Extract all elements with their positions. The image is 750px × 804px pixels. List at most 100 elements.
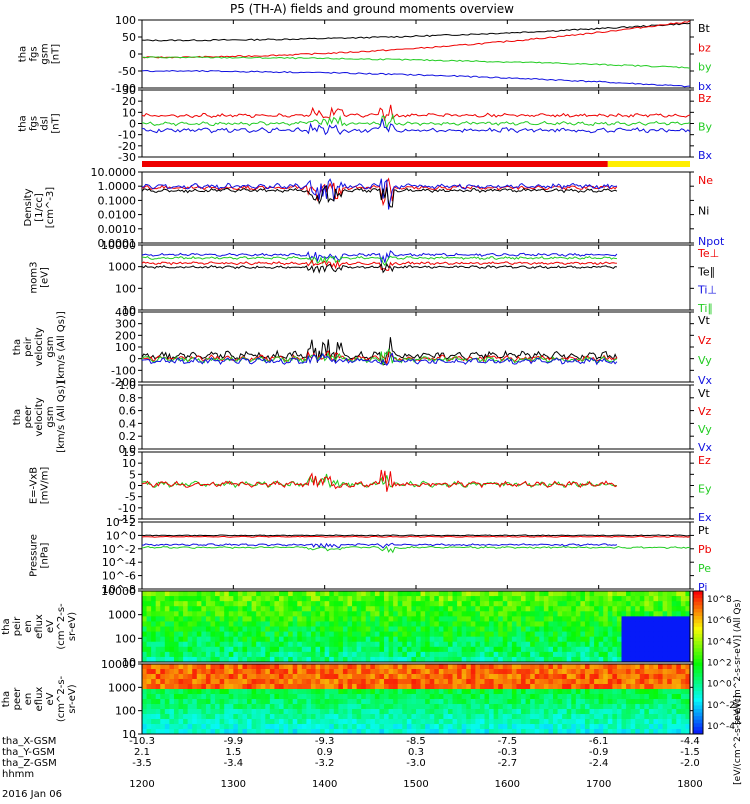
spectrogram-cell	[224, 636, 230, 643]
spectrogram-cell	[507, 674, 513, 680]
spectrogram-cell	[151, 591, 157, 597]
spectrogram-cell	[329, 621, 335, 627]
spectrogram-cell	[429, 636, 435, 643]
spectrogram-cell	[434, 636, 440, 643]
spectrogram-cell	[365, 601, 371, 607]
spectrogram-cell	[370, 674, 376, 680]
spectrogram-cell	[393, 684, 399, 690]
spectrogram-cell	[434, 646, 440, 653]
spectrogram-cell	[205, 684, 211, 690]
spectrogram-cell	[438, 679, 444, 685]
spectrogram-cell	[616, 689, 622, 695]
spectrogram-cell	[333, 621, 339, 627]
spectrogram-cell	[356, 596, 362, 602]
spectrogram-cell	[256, 636, 262, 643]
spectrogram-cell	[178, 669, 184, 675]
spectrogram-cell	[511, 626, 517, 633]
y-axis-label-line: peir	[23, 336, 34, 356]
spectrogram-cell	[489, 729, 495, 735]
y-tick-label: 0.0001	[98, 237, 137, 250]
spectrogram-cell	[598, 704, 604, 710]
spectrogram-cell	[457, 719, 463, 725]
spectrogram-cell	[489, 664, 495, 670]
spectrogram-cell	[365, 641, 371, 648]
spectrogram-cell	[342, 669, 348, 675]
spectrogram-cell	[511, 699, 517, 705]
spectrogram-cell	[333, 616, 339, 622]
spectrogram-cell	[374, 646, 380, 653]
spectrogram-cell	[571, 616, 577, 622]
spectrogram-cell	[589, 616, 595, 622]
spectrogram-cell	[205, 729, 211, 735]
spectrogram-cell	[484, 679, 490, 685]
spectrogram-cell	[621, 646, 627, 653]
spectrogram-cell	[155, 709, 161, 715]
spectrogram-cell	[447, 591, 454, 597]
spectrogram-cell	[388, 719, 394, 725]
spectrogram-cell	[292, 674, 298, 680]
spectrogram-cell	[648, 651, 654, 658]
spectrogram-cell	[219, 664, 225, 670]
spectrogram-cell	[639, 616, 645, 622]
spectrogram-cell	[498, 616, 504, 622]
spectrogram-cell	[594, 641, 600, 648]
spectrogram-cell	[142, 729, 148, 735]
spectrogram-cell	[658, 606, 664, 612]
spectrogram-cell	[457, 591, 463, 597]
spectrogram-cell	[425, 709, 431, 715]
spectrogram-cell	[489, 636, 495, 643]
spectrogram-cell	[511, 694, 517, 700]
spectrogram-cell	[507, 714, 513, 720]
spectrogram-cell	[498, 636, 504, 643]
spectrogram-cell	[639, 646, 645, 653]
spectrogram-cell	[406, 664, 412, 670]
spectrogram-cell	[521, 611, 527, 617]
spectrogram-cell	[288, 651, 294, 658]
spectrogram-cell	[274, 601, 280, 607]
spectrogram-cell	[411, 664, 417, 670]
spectrogram-cell	[534, 621, 540, 627]
spectrogram-cell	[393, 719, 399, 725]
spectrogram-cell	[493, 694, 499, 700]
spectrogram-cell	[498, 679, 504, 685]
spectrogram-cell	[242, 631, 248, 638]
spectrogram-cell	[457, 606, 463, 612]
spectrogram-cell	[525, 631, 531, 638]
spectrogram-cell	[543, 626, 549, 633]
spectrogram-cell	[507, 694, 513, 700]
spectrogram-cell	[219, 636, 225, 643]
spectrogram-cell	[507, 601, 513, 607]
spectrogram-cell	[297, 674, 303, 680]
spectrogram-cell	[352, 616, 358, 622]
spectrogram-cell	[671, 606, 677, 612]
spectrogram-cell	[160, 636, 166, 643]
spectrogram-cell	[635, 656, 641, 663]
spectrogram-cell	[160, 669, 166, 675]
spectrogram-cell	[164, 626, 170, 633]
spectrogram-cell	[187, 684, 193, 690]
spectrogram-cell	[352, 704, 358, 710]
spectrogram-cell	[667, 616, 673, 622]
spectrogram-cell	[653, 641, 659, 648]
spectrogram-cell	[680, 699, 686, 705]
spectrogram-cell	[461, 651, 467, 658]
spectrogram-cell	[621, 621, 627, 627]
spectrogram-cell	[562, 596, 568, 602]
spectrogram-cell	[626, 669, 632, 675]
spectrogram-cell	[493, 611, 499, 617]
spectrogram-cell	[425, 714, 431, 720]
spectrogram-cell	[256, 729, 262, 735]
spectrogram-cell	[297, 616, 303, 622]
spectrogram-cell	[680, 591, 686, 597]
spectrogram-cell	[315, 704, 321, 710]
spectrogram-cell	[301, 674, 307, 680]
spectrogram-cell	[438, 709, 444, 715]
spectrogram-cell	[680, 656, 686, 663]
spectrogram-cell	[301, 656, 307, 663]
spectrogram-cell	[192, 601, 198, 607]
spectrogram-cell	[630, 631, 636, 638]
spectrogram-cell	[256, 664, 262, 670]
spectrogram-cell	[397, 729, 403, 735]
spectrogram-cell	[616, 611, 622, 617]
spectrogram-cell	[169, 601, 175, 607]
